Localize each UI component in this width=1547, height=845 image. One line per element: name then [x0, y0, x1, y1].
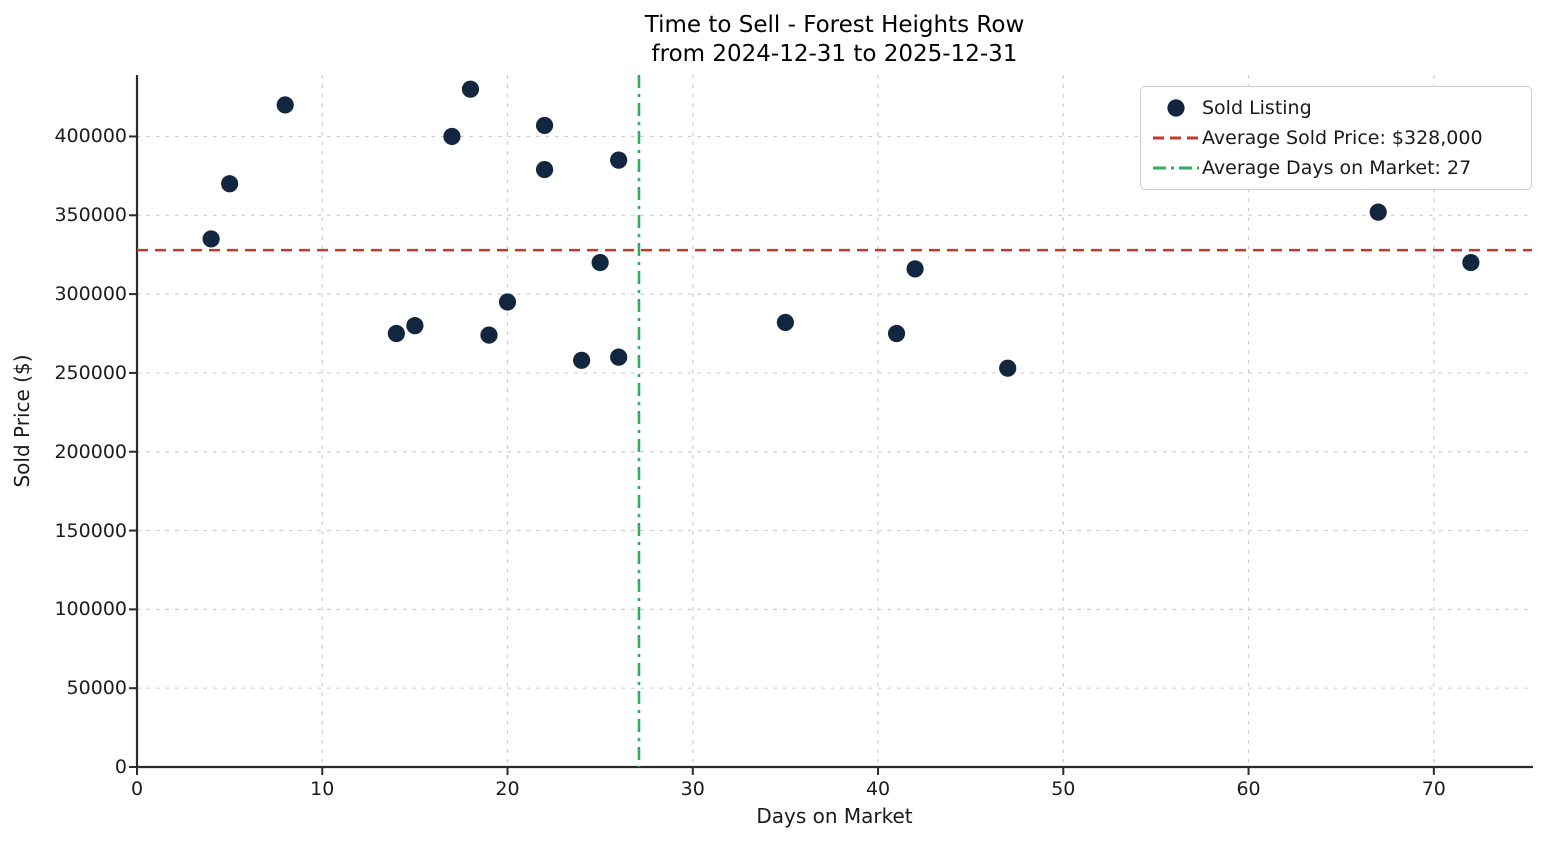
chart-subtitle: from 2024-12-31 to 2025-12-31 — [651, 41, 1018, 67]
chart-title-block: Time to Sell - Forest Heights Row from 2… — [137, 11, 1532, 69]
y-tick-label: 350000 — [54, 204, 127, 227]
legend-item-sold-listing: Sold Listing — [1150, 94, 1521, 122]
sold-listing-dot-icon — [1150, 98, 1202, 118]
scatter-point — [573, 351, 591, 369]
scatter-point — [498, 293, 517, 311]
x-tick-label: 40 — [865, 778, 891, 800]
scatter-point — [1462, 253, 1480, 272]
x-tick-label: 30 — [680, 778, 705, 800]
y-axis-label: Sold Price ($) — [10, 354, 34, 488]
x-tick-label: 20 — [495, 778, 520, 800]
legend-item-label: Average Days on Market: 27 — [1202, 157, 1472, 179]
y-tick-label: 150000 — [54, 519, 127, 542]
y-tick-label: 200000 — [54, 440, 127, 463]
scatter-point — [387, 324, 405, 343]
scatter-point — [1369, 203, 1387, 221]
scatter-point — [480, 326, 498, 344]
scatter-point — [906, 260, 924, 278]
scatter-point — [999, 359, 1017, 377]
scatter-point — [535, 116, 554, 135]
scatter-point — [221, 175, 239, 193]
y-tick-label: 100000 — [54, 598, 127, 621]
scatter-point — [202, 230, 220, 248]
x-tick-label: 60 — [1236, 778, 1261, 800]
scatter-point — [276, 96, 294, 114]
scatter-point — [461, 80, 480, 98]
legend-item-label: Average Sold Price: $328,000 — [1202, 127, 1483, 149]
scatter-point — [406, 317, 424, 335]
scatter-point — [887, 324, 906, 343]
x-tick-label: 70 — [1421, 778, 1446, 800]
chart-title: Time to Sell - Forest Heights Row — [644, 12, 1025, 38]
legend: Sold Listing Average Sold Price: $328,00… — [1140, 86, 1532, 190]
scatter-point — [535, 160, 554, 179]
x-tick-label: 10 — [310, 778, 335, 800]
x-tick-label: 0 — [130, 778, 144, 800]
y-tick-label: 50000 — [66, 677, 127, 700]
dashdot-line-icon — [1150, 165, 1202, 171]
scatter-point — [776, 313, 795, 332]
scatter-point — [610, 151, 628, 169]
y-tick-label: 0 — [114, 756, 127, 778]
x-tick-label: 50 — [1051, 778, 1076, 800]
x-axis-label: Days on Market — [756, 804, 913, 828]
y-tick-label: 300000 — [54, 283, 127, 306]
y-tick-label: 400000 — [54, 125, 127, 148]
legend-item-label: Sold Listing — [1202, 97, 1312, 119]
scatter-point — [610, 348, 628, 366]
dashed-line-icon — [1150, 135, 1202, 141]
legend-item-average-sold-price: Average Sold Price: $328,000 — [1150, 124, 1521, 152]
scatter-point — [443, 127, 461, 146]
y-tick-label: 250000 — [54, 361, 127, 384]
scatter-point — [591, 253, 609, 272]
legend-item-average-days-on-market: Average Days on Market: 27 — [1150, 154, 1521, 182]
